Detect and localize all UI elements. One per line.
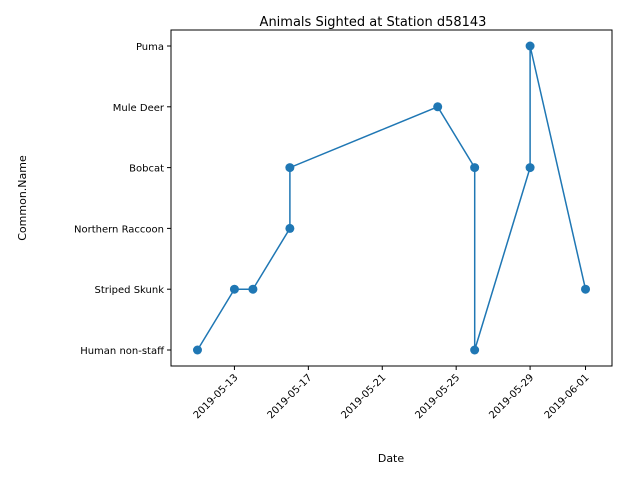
x-tick-label: 2019-05-25 [413, 372, 462, 421]
plot-frame [170, 29, 613, 367]
data-point [581, 284, 591, 294]
x-axis-label: Date [378, 452, 405, 465]
series-line [196, 45, 587, 351]
y-tick-label: Human non-staff [80, 346, 165, 357]
x-tick-label: 2019-05-13 [192, 372, 241, 421]
y-axis: Human non-staff Striped Skunk Northern Rac… [74, 42, 171, 357]
x-tick-label: 2019-05-17 [266, 372, 315, 421]
data-point [525, 163, 535, 173]
y-tick-label: Northern Raccoon [74, 224, 164, 235]
x-tick-label: 2019-05-29 [487, 372, 536, 421]
x-axis: 2019-05-13 2019-05-17 2019-05-21 2019-05-25… [192, 366, 592, 421]
chart-title: Animals Sighted at Station d58143 [260, 15, 487, 30]
y-tick-label: Puma [136, 42, 164, 53]
x-tick-label: 2019-06-01 [543, 372, 592, 421]
y-tick-label: Mule Deer [113, 103, 165, 114]
plot-area [192, 41, 591, 355]
data-point [285, 223, 295, 233]
y-axis-label: Common.Name [16, 155, 29, 241]
data-point [248, 284, 258, 294]
x-tick-label: 2019-05-21 [340, 372, 389, 421]
data-point [285, 163, 295, 173]
data-point [192, 345, 202, 355]
data-point [470, 345, 480, 355]
y-tick-label: Bobcat [129, 164, 164, 175]
y-tick-label: Striped Skunk [95, 285, 165, 296]
data-point [229, 284, 239, 294]
data-point [470, 163, 480, 173]
data-point [525, 41, 535, 51]
data-point [433, 102, 443, 112]
